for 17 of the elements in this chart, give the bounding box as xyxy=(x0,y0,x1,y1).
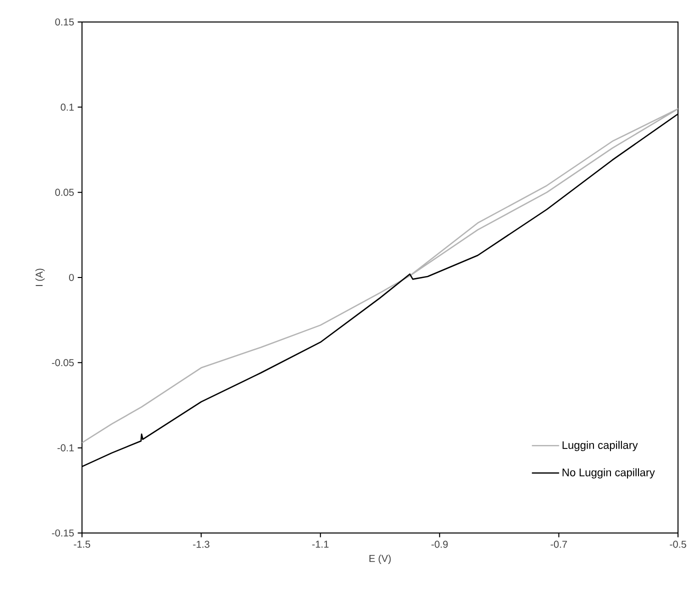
y-tick-label: 0.15 xyxy=(55,18,74,26)
x-tick-label: -0.5 xyxy=(670,540,686,548)
x-tick-label: -1.3 xyxy=(193,540,210,548)
y-tick-label: 0.1 xyxy=(60,104,74,111)
y-tick-label: -0.05 xyxy=(52,359,74,366)
y-axis-title: I (A) xyxy=(35,268,45,286)
x-tick-label: -0.7 xyxy=(550,540,567,548)
y-tick-label: 0 xyxy=(69,274,74,282)
legend-label: Luggin capillary xyxy=(562,440,638,452)
x-axis-title: E (V) xyxy=(369,554,391,564)
y-tick-label: 0.05 xyxy=(55,188,74,196)
y-tick-label: -0.1 xyxy=(58,444,74,452)
x-tick-label: -1.5 xyxy=(74,540,90,548)
y-tick-label: -0.15 xyxy=(52,529,74,537)
x-tick-label: -0.9 xyxy=(431,540,448,548)
x-tick-label: -1.1 xyxy=(312,540,329,548)
legend-label: No Luggin capillary xyxy=(562,468,655,478)
